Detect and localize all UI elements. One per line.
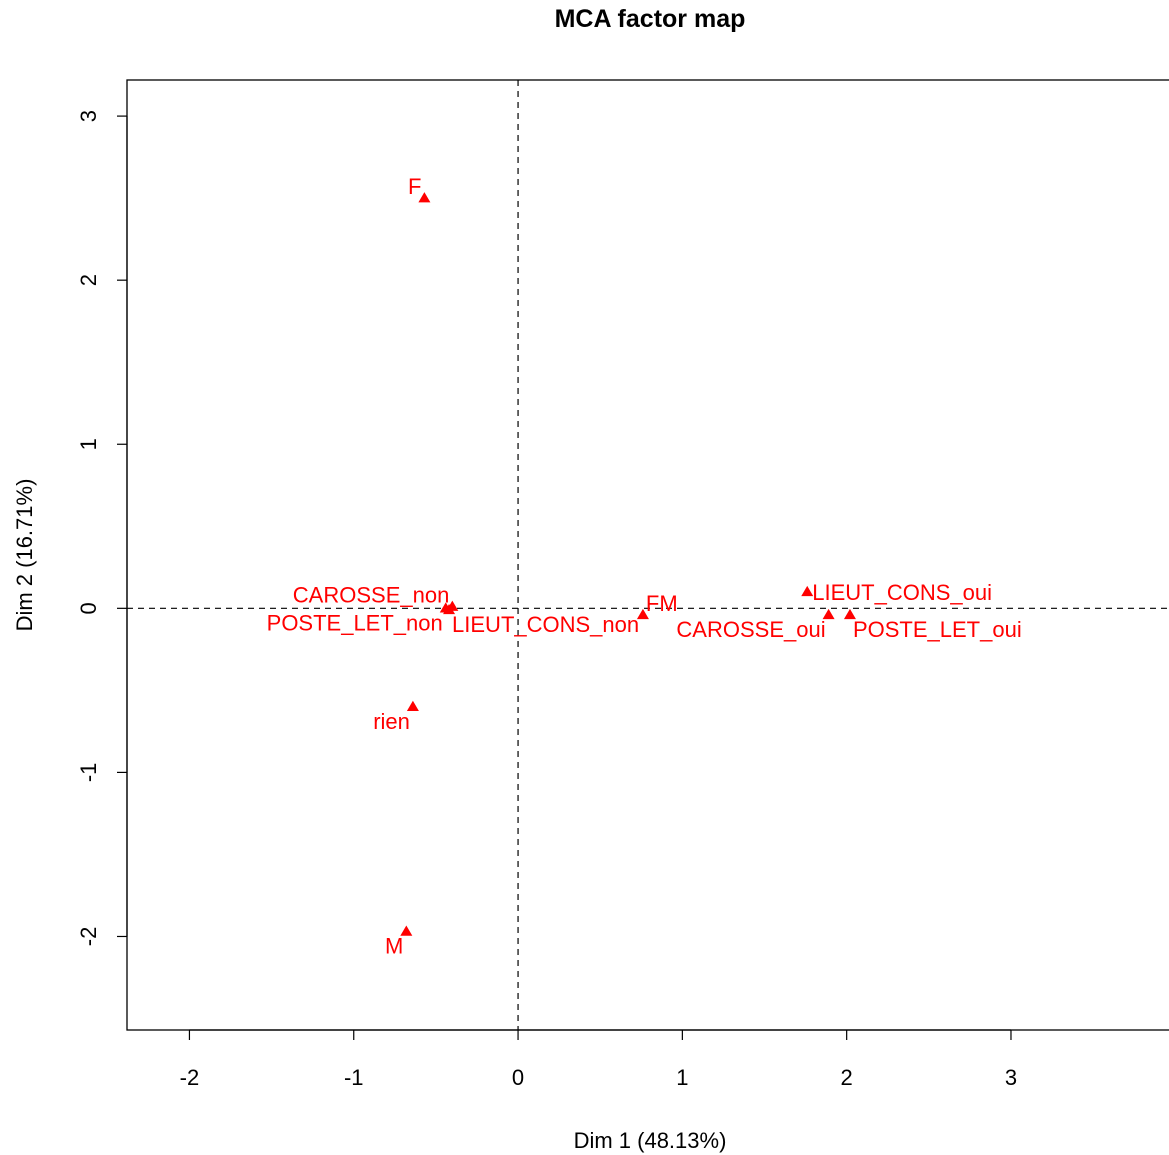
point-label: M (385, 934, 403, 959)
point-label: POSTE_LET_oui (853, 617, 1022, 642)
y-tick-label: 3 (76, 110, 101, 122)
point-label: CAROSSE_oui (676, 617, 825, 642)
x-tick-label: 0 (512, 1065, 524, 1090)
y-tick-label: 0 (76, 602, 101, 614)
x-tick-label: -2 (180, 1065, 200, 1090)
point-label: LIEUT_CONS_non (452, 612, 639, 637)
point-marker (443, 603, 456, 615)
plot-area-frame (126, 79, 1169, 1031)
point-marker (636, 608, 649, 620)
x-tick-label: 3 (1005, 1065, 1017, 1090)
point-marker (822, 608, 835, 620)
x-tick-label: 2 (841, 1065, 853, 1090)
y-axis: -2 -1 0 1 2 3 (76, 110, 128, 947)
point-marker (406, 700, 419, 711)
y-axis-label: Dim 2 (16.71%) (12, 479, 37, 632)
y-tick-label: 2 (76, 274, 101, 286)
x-axis: -2 -1 0 1 2 3 (180, 1029, 1017, 1090)
x-tick-label: 1 (676, 1065, 688, 1090)
point-label: CAROSSE_non (293, 583, 450, 608)
point-marker (418, 192, 431, 203)
point-label: rien (373, 709, 410, 734)
point-marker (400, 925, 413, 936)
chart-title: MCA factor map (555, 5, 746, 33)
point-label: POSTE_LET_non (267, 610, 443, 635)
point-label: FM (646, 591, 678, 616)
point-label: LIEUT_CONS_oui (812, 580, 992, 605)
x-tick-label: -1 (344, 1065, 364, 1090)
y-tick-label: -2 (76, 927, 101, 947)
point-label: F (408, 174, 421, 199)
x-axis-label: Dim 1 (48.13%) (574, 1128, 727, 1153)
y-tick-label: 1 (76, 438, 101, 450)
point-marker (843, 608, 856, 620)
point-marker (801, 585, 814, 597)
reference-lines (127, 80, 1169, 1030)
y-tick-label: -1 (76, 763, 101, 783)
